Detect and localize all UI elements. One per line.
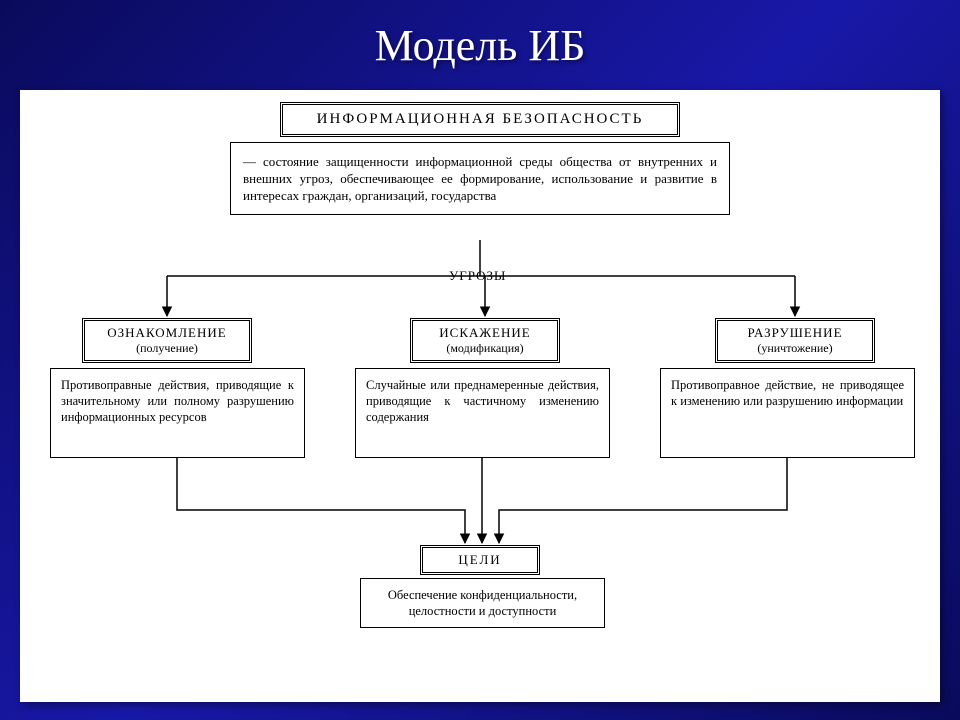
slide-title: Модель ИБ (0, 0, 960, 85)
threat-2-subtitle: (уничтожение) (718, 341, 872, 360)
slide: Модель ИБ ИНФОРМАЦИОННАЯ БЕЗОПАСНОСТЬ — … (0, 0, 960, 720)
root-title-box: ИНФОРМАЦИОННАЯ БЕЗОПАСНОСТЬ (280, 102, 680, 137)
threat-0-desc-box: Противоправные действия, при­водящие к з… (50, 368, 305, 458)
threat-1-desc-box: Случайные или преднамерен­ные действия, … (355, 368, 610, 458)
root-desc-box: — состояние защищенности информационной … (230, 142, 730, 215)
root-title: ИНФОРМАЦИОННАЯ БЕЗОПАСНОСТЬ (283, 105, 677, 134)
threats-label: УГРОЗЫ (445, 268, 510, 284)
goals-desc-box: Обеспечение конфиденциальности, целостно… (360, 578, 605, 628)
goals-title-box: ЦЕЛИ (420, 545, 540, 575)
threat-1-title-box: ИСКАЖЕНИЕ (модификация) (410, 318, 560, 363)
threat-0-title: ОЗНАКОМЛЕНИЕ (85, 321, 249, 341)
diagram-canvas: ИНФОРМАЦИОННАЯ БЕЗОПАСНОСТЬ — состояние … (20, 90, 940, 702)
threat-2-desc: Противоправное действие, не приводящее к… (661, 369, 914, 417)
threat-2-title: РАЗРУШЕНИЕ (718, 321, 872, 341)
threat-1-title: ИСКАЖЕНИЕ (413, 321, 557, 341)
threat-2-title-box: РАЗРУШЕНИЕ (уничтожение) (715, 318, 875, 363)
threat-2-desc-box: Противоправное действие, не приводящее к… (660, 368, 915, 458)
goals-label: ЦЕЛИ (423, 548, 537, 572)
threat-1-subtitle: (модификация) (413, 341, 557, 360)
goals-desc: Обеспечение конфиденциальности, целостно… (361, 579, 604, 627)
threat-0-desc: Противоправные действия, при­водящие к з… (51, 369, 304, 433)
threat-0-title-box: ОЗНАКОМЛЕНИЕ (получение) (82, 318, 252, 363)
threat-1-desc: Случайные или преднамерен­ные действия, … (356, 369, 609, 433)
threat-0-subtitle: (получение) (85, 341, 249, 360)
root-desc: — состояние защищенности информационной … (231, 143, 729, 214)
